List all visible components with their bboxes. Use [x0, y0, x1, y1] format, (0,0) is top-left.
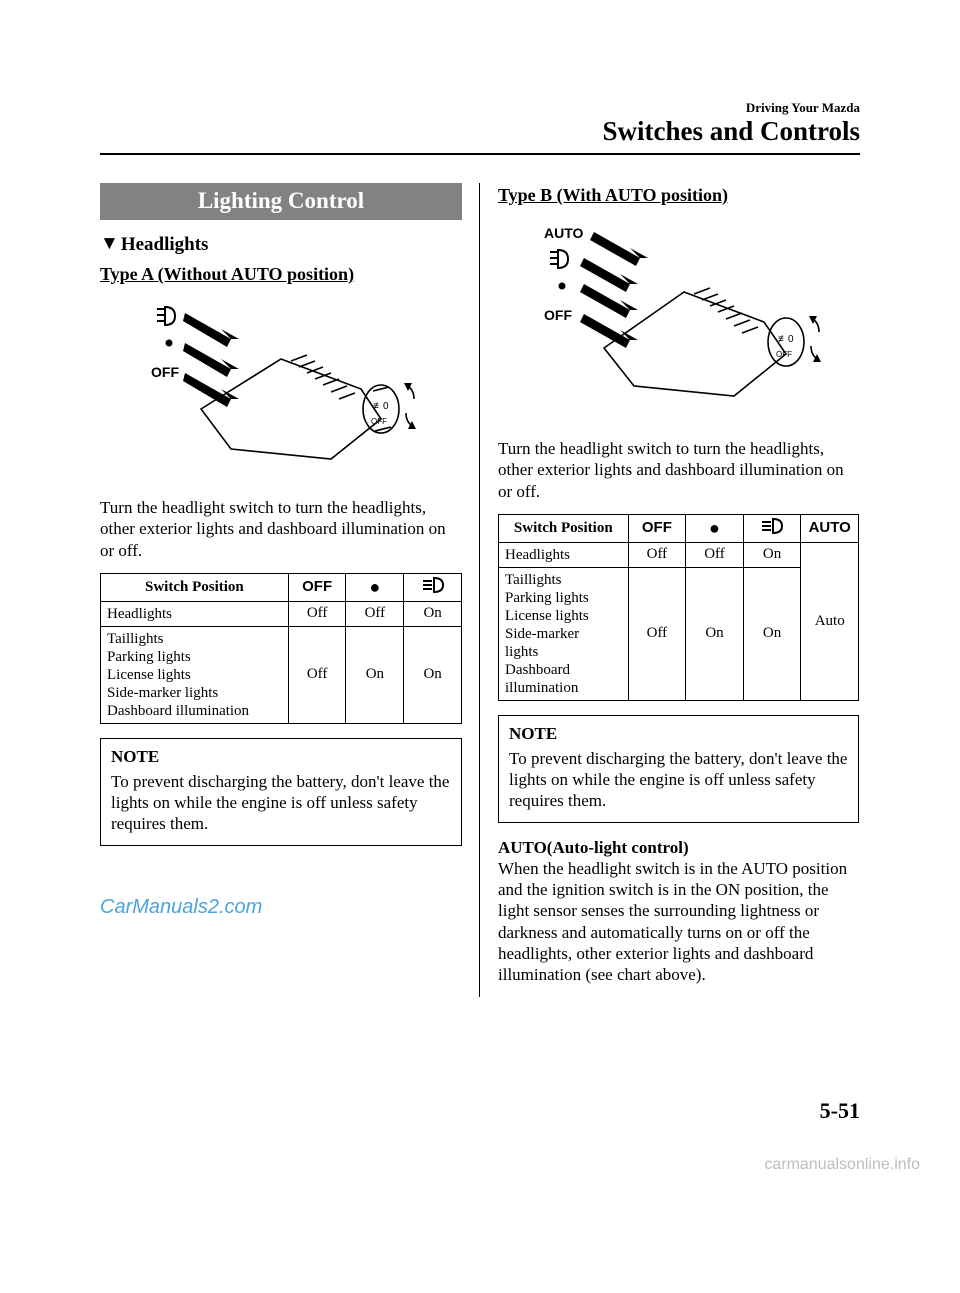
table-b-row2-v3: On	[743, 567, 801, 700]
switch-table-b: Switch Position OFF ● AUTO Headlights Of…	[498, 514, 859, 701]
table-a-row1-v3: On	[404, 601, 462, 626]
table-b-auto-span: Auto	[801, 542, 859, 700]
note-a-body: To prevent discharging the battery, don'…	[111, 771, 451, 835]
svg-text:≢0: ≢0	[373, 401, 389, 412]
note-b-title: NOTE	[509, 724, 848, 744]
headlights-heading: ▼Headlights	[100, 234, 462, 256]
header-rule	[100, 153, 860, 155]
auto-section: AUTO(Auto-light control) When the headli…	[498, 837, 859, 986]
triangle-bullet-icon: ▼	[100, 233, 119, 255]
page-number: 5-51	[820, 1098, 860, 1124]
page-header: Driving Your Mazda Switches and Controls	[100, 100, 860, 147]
type-a-heading: Type A (Without AUTO position)	[100, 264, 462, 285]
header-title: Switches and Controls	[100, 116, 860, 147]
diagram-a-off-label: OFF	[151, 364, 179, 380]
table-a-row2-v1: Off	[288, 626, 346, 723]
table-a-row2-v3: On	[404, 626, 462, 723]
diagram-b-off-label: OFF	[544, 307, 572, 323]
header-category: Driving Your Mazda	[100, 100, 860, 116]
table-a-row2-v2: On	[346, 626, 404, 723]
headlight-stalk-diagram-b: AUTO OFF	[524, 220, 834, 420]
section-banner-lighting: Lighting Control	[100, 183, 462, 220]
type-b-heading: Type B (With AUTO position)	[498, 185, 859, 206]
table-b-head-switch: Switch Position	[499, 514, 629, 542]
table-b-row1-label: Headlights	[499, 542, 629, 567]
switch-table-a: Switch Position OFF ● Headlights Off Off…	[100, 573, 462, 724]
table-b-row2-v1: Off	[628, 567, 686, 700]
auto-heading: AUTO(Auto-light control)	[498, 838, 689, 857]
table-b-row1-v1: Off	[628, 542, 686, 567]
headlights-label: Headlights	[121, 234, 209, 255]
table-a-head-dot-icon: ●	[346, 573, 404, 601]
table-a-row1-v1: Off	[288, 601, 346, 626]
table-a-row1-v2: Off	[346, 601, 404, 626]
note-box-b: NOTE To prevent discharging the battery,…	[498, 715, 859, 823]
svg-text:≢0: ≢0	[778, 334, 794, 345]
table-a-row1-label: Headlights	[101, 601, 289, 626]
left-column: Lighting Control ▼Headlights Type A (Wit…	[100, 183, 480, 997]
content-columns: Lighting Control ▼Headlights Type A (Wit…	[100, 183, 860, 997]
table-a-head-switch: Switch Position	[101, 573, 289, 601]
table-b-row2-label: Taillights Parking lights License lights…	[499, 567, 629, 700]
table-a-head-headlight-icon	[404, 573, 462, 601]
headlight-stalk-diagram-a: OFF	[131, 299, 431, 479]
table-b-head-off: OFF	[628, 514, 686, 542]
diagram-b-auto-label: AUTO	[544, 225, 584, 241]
table-a-row2-label: Taillights Parking lights License lights…	[101, 626, 289, 723]
type-b-paragraph: Turn the headlight switch to turn the he…	[498, 438, 859, 502]
note-b-body: To prevent discharging the battery, don'…	[509, 748, 848, 812]
right-column: Type B (With AUTO position) AUTO OFF	[479, 183, 859, 997]
svg-text:OFF: OFF	[776, 350, 792, 359]
table-b-row1-v3: On	[743, 542, 801, 567]
carmanuals2-watermark: CarManuals2.com	[100, 896, 462, 919]
svg-text:OFF: OFF	[371, 417, 387, 426]
note-box-a: NOTE To prevent discharging the battery,…	[100, 738, 462, 846]
manual-page: Driving Your Mazda Switches and Controls…	[0, 0, 960, 1200]
table-b-head-dot-icon: ●	[686, 514, 744, 542]
table-b-head-auto: AUTO	[801, 514, 859, 542]
table-a-head-off: OFF	[288, 573, 346, 601]
type-a-paragraph: Turn the headlight switch to turn the he…	[100, 497, 462, 561]
table-b-row1-v2: Off	[686, 542, 744, 567]
table-b-head-headlight-icon	[743, 514, 801, 542]
footer-watermark: carmanualsonline.info	[764, 1156, 920, 1174]
auto-body: When the headlight switch is in the AUTO…	[498, 859, 847, 984]
note-a-title: NOTE	[111, 747, 451, 767]
table-b-row2-v2: On	[686, 567, 744, 700]
